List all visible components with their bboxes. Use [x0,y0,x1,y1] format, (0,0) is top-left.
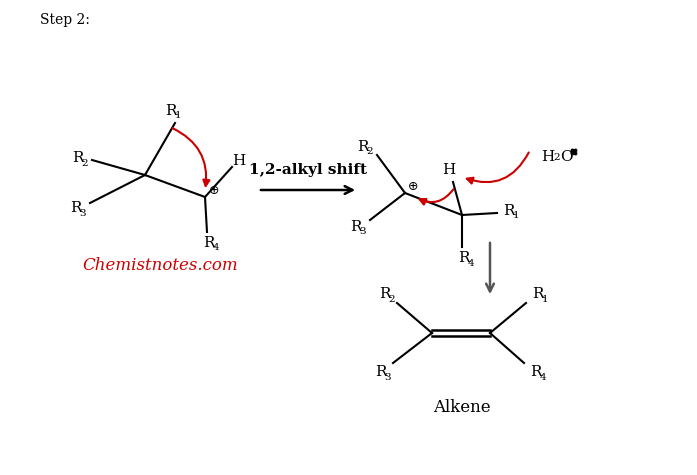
Text: R: R [204,236,215,250]
Text: R: R [70,201,82,215]
Text: 2: 2 [389,294,395,304]
Text: 3: 3 [385,372,391,381]
Text: Alkene: Alkene [434,399,491,416]
Text: H: H [443,163,456,177]
Text: 1: 1 [175,112,181,121]
Text: ⊕: ⊕ [408,180,418,192]
Text: R: R [375,365,387,379]
Text: 3: 3 [79,209,86,218]
Text: ⊕: ⊕ [208,184,220,198]
Text: 4: 4 [539,372,546,381]
Text: R: R [165,104,177,118]
Text: 1,2-alkyl shift: 1,2-alkyl shift [249,163,367,177]
Text: H: H [542,150,555,164]
Text: R: R [358,140,369,154]
Text: 4: 4 [468,258,475,267]
Text: 3: 3 [360,228,367,237]
Text: Step 2:: Step 2: [40,13,90,27]
Text: H: H [232,154,245,168]
Text: R: R [503,204,515,218]
FancyArrowPatch shape [173,128,209,186]
Text: O: O [560,150,572,164]
Text: R: R [458,251,470,265]
Text: R: R [533,287,544,301]
Text: 2: 2 [553,152,560,162]
Text: 1: 1 [542,294,549,304]
Text: R: R [72,151,84,165]
Text: R: R [351,220,362,234]
Text: R: R [530,365,542,379]
Text: 2: 2 [82,159,89,168]
FancyArrowPatch shape [420,189,453,205]
FancyArrowPatch shape [467,152,529,183]
Text: R: R [379,287,391,301]
Text: 4: 4 [213,244,220,253]
Text: 2: 2 [367,148,374,156]
Text: Chemistnotes.com: Chemistnotes.com [82,256,238,274]
Text: 1: 1 [513,211,519,220]
